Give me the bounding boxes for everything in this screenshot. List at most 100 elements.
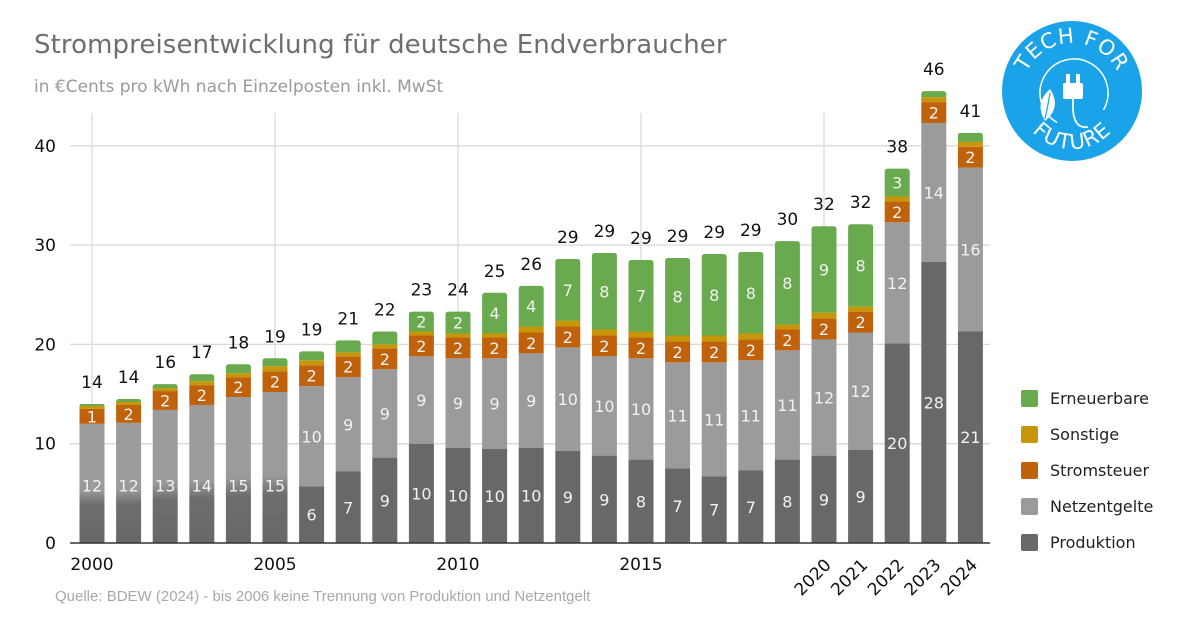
bar-segment-sonstige bbox=[189, 381, 215, 386]
bar-segment-sonstige bbox=[665, 335, 691, 342]
bar-segment-stromsteuer bbox=[774, 329, 800, 351]
bar-segment-erneuerbare bbox=[591, 253, 617, 330]
segment-label: 2 bbox=[416, 337, 426, 356]
total-label: 29 bbox=[594, 222, 616, 242]
y-tick-label: 20 bbox=[34, 335, 56, 355]
segment-label: 9 bbox=[563, 488, 573, 507]
bar-segment-stromsteuer bbox=[665, 341, 691, 363]
segment-label: 2 bbox=[782, 331, 792, 350]
bar-segment-sonstige bbox=[335, 352, 361, 357]
bar-segment-netzentgelte bbox=[884, 222, 910, 344]
segment-label: 2 bbox=[929, 104, 939, 123]
segment-label: 8 bbox=[782, 274, 792, 293]
bar-segment-erneuerbare bbox=[774, 241, 800, 325]
bar-segment-produktion bbox=[372, 457, 398, 543]
y-tick-label: 0 bbox=[45, 534, 56, 554]
bar-segment-sonstige bbox=[957, 141, 983, 147]
bar-segment-produktion bbox=[408, 443, 434, 543]
bar-segment-stromsteuer bbox=[848, 311, 874, 333]
segment-label: 11 bbox=[777, 396, 797, 415]
bar-segment-sonstige bbox=[848, 306, 874, 312]
bar-2000: 12 1 14 bbox=[79, 373, 105, 543]
bar-segment-erneuerbare bbox=[811, 226, 837, 313]
bar-segment-sonstige bbox=[79, 405, 105, 409]
segment-label: 8 bbox=[709, 286, 719, 305]
segment-label: 2 bbox=[746, 341, 756, 360]
segment-label: 8 bbox=[673, 288, 683, 307]
x-tick-label: 2022 bbox=[864, 555, 909, 600]
segment-label: 9 bbox=[380, 404, 390, 423]
bar-segment-erneuerbare bbox=[738, 252, 764, 334]
segment-label: 2 bbox=[380, 350, 390, 369]
total-label: 14 bbox=[81, 373, 103, 393]
leaf-icon bbox=[1040, 89, 1055, 121]
bar-segment-produktion bbox=[555, 450, 581, 543]
bar-2024: 21 16 2 41 bbox=[957, 102, 983, 543]
segment-label: 12 bbox=[82, 476, 102, 495]
segment-label: 7 bbox=[343, 498, 353, 517]
segment-label: 9 bbox=[380, 491, 390, 510]
total-label: 14 bbox=[118, 368, 140, 388]
segment-label: 11 bbox=[704, 410, 724, 429]
bar-segment-netzentgelte bbox=[957, 167, 983, 332]
bar-segment-sonstige bbox=[555, 320, 581, 327]
segment-label: 9 bbox=[343, 415, 353, 434]
bar-2022: 20 12 2 3 38 bbox=[884, 138, 910, 543]
segment-label: 10 bbox=[484, 487, 504, 506]
x-tick-label: 2020 bbox=[791, 555, 836, 600]
total-label: 30 bbox=[777, 210, 799, 230]
bar-segment-stromsteuer bbox=[189, 385, 215, 405]
segment-label: 2 bbox=[124, 405, 134, 424]
segment-label: 2 bbox=[636, 339, 646, 358]
segment-label: 8 bbox=[746, 284, 756, 303]
bar-segment-stromsteuer bbox=[738, 339, 764, 361]
bar-segment-stromsteuer bbox=[482, 337, 508, 359]
segment-label: 15 bbox=[228, 476, 248, 495]
bar-segment-netzentgelte bbox=[445, 358, 471, 448]
plug-icon bbox=[1039, 58, 1109, 129]
total-label: 17 bbox=[191, 343, 213, 363]
total-label: 29 bbox=[740, 221, 762, 241]
legend: Erneuerbare Sonstige Stromsteuer Netzent… bbox=[1021, 380, 1153, 560]
segment-label: 8 bbox=[636, 492, 646, 511]
segment-label: 12 bbox=[814, 389, 834, 408]
total-label: 19 bbox=[301, 320, 323, 340]
legend-label: Produktion bbox=[1050, 532, 1136, 552]
bar-segment-erneuerbare bbox=[701, 254, 727, 336]
bar-segment-netzentgelte bbox=[335, 377, 361, 472]
bar-segment-produktion bbox=[774, 459, 800, 543]
y-tick-label: 30 bbox=[34, 236, 56, 256]
bar-2005: 15 2 19 bbox=[262, 327, 288, 543]
segment-label: 10 bbox=[521, 486, 541, 505]
total-label: 46 bbox=[923, 60, 945, 80]
bar-segment-produktion bbox=[445, 447, 471, 543]
bar-2014: 9 10 2 8 29 bbox=[591, 222, 617, 543]
segment-label: 2 bbox=[563, 328, 573, 347]
legend-item-stromsteuer: Stromsteuer bbox=[1021, 452, 1153, 488]
bar-segment-produktion-netzentgelte bbox=[189, 404, 215, 543]
x-tick-label: 2023 bbox=[901, 555, 946, 600]
chart-title: Strompreisentwicklung für deutsche Endve… bbox=[34, 30, 727, 60]
bar-segment-erneuerbare bbox=[299, 351, 325, 361]
tech-for-future-logo: TECH FOR FUTURE bbox=[1002, 21, 1142, 161]
bar-segment-produktion bbox=[884, 343, 910, 543]
bar-segment-stromsteuer bbox=[518, 332, 544, 354]
bar-segment-sonstige bbox=[701, 335, 727, 342]
bar-2002: 13 2 16 bbox=[152, 353, 178, 543]
bar-segment-produktion bbox=[738, 470, 764, 543]
total-label: 26 bbox=[520, 255, 542, 275]
bar-segment-sonstige bbox=[299, 360, 325, 366]
bar-segment-sonstige bbox=[262, 366, 288, 372]
bar-2004: 15 2 18 bbox=[225, 333, 251, 543]
bar-segment-stromsteuer bbox=[152, 391, 178, 410]
bar-segment-erneuerbare bbox=[372, 331, 398, 345]
bar-segment-produktion-netzentgelte bbox=[225, 397, 251, 543]
legend-item-erneuerbare: Erneuerbare bbox=[1021, 380, 1153, 416]
segment-label: 7 bbox=[563, 281, 573, 300]
total-label: 29 bbox=[630, 229, 652, 249]
segment-label: 9 bbox=[599, 490, 609, 509]
segment-label: 14 bbox=[924, 183, 944, 202]
segment-label: 21 bbox=[960, 428, 980, 447]
bar-2012: 10 9 2 4 26 bbox=[518, 255, 544, 543]
